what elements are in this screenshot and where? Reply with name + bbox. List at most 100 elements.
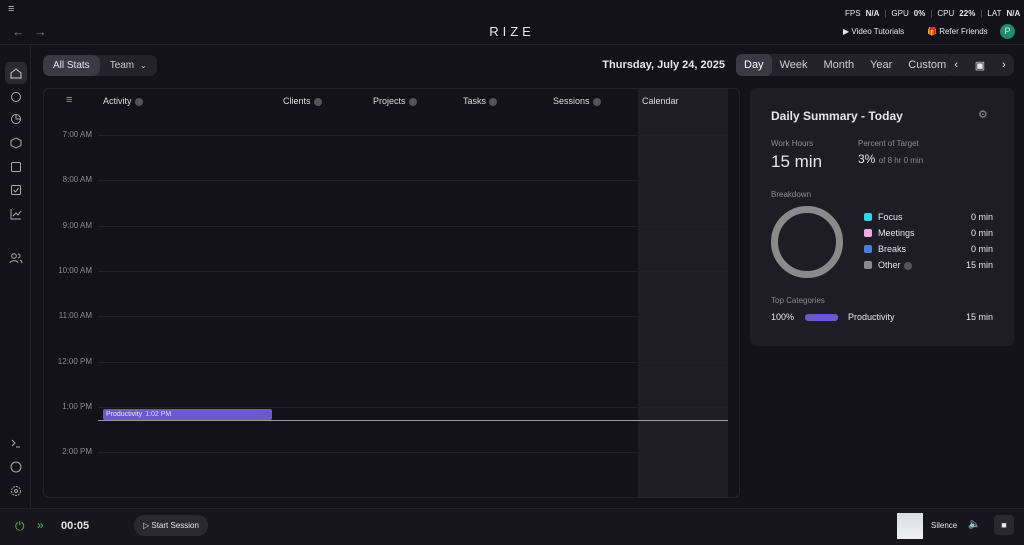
top-categories-label: Top Categories [771, 296, 825, 305]
legend-label: Other [878, 260, 901, 270]
info-icon [408, 97, 417, 106]
home-icon[interactable] [5, 62, 27, 84]
range-button[interactable]: Year [862, 54, 900, 76]
settings-icon[interactable] [8, 483, 24, 499]
work-hours: 15 min [771, 152, 823, 171]
task-icon[interactable] [8, 182, 24, 198]
skip-button[interactable]: » [37, 518, 44, 532]
grid-line [98, 225, 728, 227]
help-icon[interactable] [8, 459, 24, 475]
next-day[interactable]: › [1001, 59, 1006, 71]
column-header: Sessions [553, 96, 601, 106]
column-header: Tasks [463, 96, 498, 106]
sound-name: Silence [931, 521, 958, 530]
box-icon[interactable] [8, 135, 24, 151]
cpu: 22% [959, 9, 976, 18]
legend-name: Other [878, 260, 912, 270]
tab[interactable]: All Stats [43, 55, 100, 76]
avatar[interactable]: P [1000, 24, 1015, 39]
app-title: RIZE [489, 24, 535, 39]
cpu-label: CPU [937, 9, 955, 18]
terminal-icon[interactable] [8, 435, 24, 451]
time-label: 12:00 PM [57, 356, 92, 366]
range-label: Week [779, 59, 808, 71]
column-label: Activity [103, 96, 132, 106]
time-label: 7:00 AM [62, 130, 92, 139]
start-session-label: Start Session [151, 521, 199, 530]
info-icon [134, 97, 143, 106]
summary-settings[interactable]: ⚙ [978, 109, 988, 121]
power-button[interactable]: ⏻ [15, 519, 25, 533]
percent-note: of 8 hr 0 min [878, 156, 924, 165]
percent-row: 3% of 8 hr 0 min [858, 152, 923, 166]
time-label: 9:00 AM [62, 220, 92, 230]
chart-icon[interactable] [8, 206, 24, 222]
calendar-button[interactable]: ▣ [974, 59, 986, 72]
time-label: 2:00 PM [62, 447, 92, 457]
column-header: Projects [373, 96, 417, 106]
nav-forward[interactable]: → [34, 24, 47, 39]
activity-block[interactable]: Productivity 1:02 PM [103, 409, 272, 420]
column-header: Activity [103, 96, 143, 106]
range-group: Day Week Month Year Custom [736, 54, 955, 76]
range-button[interactable]: Month [815, 54, 862, 76]
divider [0, 44, 1024, 45]
pie-icon[interactable] [8, 111, 24, 127]
client-icon[interactable] [8, 159, 24, 175]
info-icon [592, 97, 601, 106]
column-label: Projects [373, 96, 406, 106]
activity-time: 1:02 PM [145, 411, 172, 418]
grid-line [98, 406, 728, 408]
calendar-column [638, 89, 728, 497]
lat-label: LAT [987, 9, 1002, 18]
time-label: 1:00 PM [62, 401, 92, 411]
sidebar [0, 45, 31, 508]
column-menu[interactable]: ≡ [66, 94, 73, 106]
fps-label: FPS [845, 9, 861, 18]
category-name: Productivity [848, 312, 895, 322]
video-tutorials[interactable]: ▶ Video Tutorials [843, 27, 905, 36]
menu[interactable]: ≡ [8, 3, 15, 15]
refer-friends-label: Refer Friends [939, 27, 988, 36]
tab-group: All Stats Team ⌄ [43, 55, 157, 76]
range-label: Year [870, 59, 893, 71]
gpu: 0% [913, 9, 926, 18]
category-percent: 100% [771, 312, 795, 322]
range-button[interactable]: Week [772, 54, 816, 76]
start-session-button[interactable]: ▷ Start Session [134, 515, 208, 536]
date: Thursday, July 24, 2025 [602, 59, 725, 71]
category-value: 15 min [965, 312, 993, 322]
time-label: 10:00 AM [58, 265, 92, 275]
grid-line [98, 180, 728, 182]
grid-line [98, 452, 728, 454]
column-label: Sessions [553, 96, 590, 106]
legend-value: 0 min [970, 212, 993, 222]
nav-back[interactable]: ← [12, 24, 25, 39]
legend-swatch [864, 229, 872, 237]
grid-line [98, 316, 728, 318]
summary-title: Daily Summary - Today [771, 109, 903, 123]
video-tutorials-label: Video Tutorials [851, 27, 905, 36]
column-label: Tasks [463, 96, 487, 106]
legend-label: Breaks [878, 244, 907, 254]
breakdown-label: Breakdown [771, 190, 812, 199]
percent-label: Percent of Target [858, 139, 919, 148]
activity-label: Productivity [106, 411, 143, 418]
time-label: 11:00 AM [58, 311, 92, 321]
legend-name: Breaks [878, 244, 906, 254]
range-button[interactable]: Custom [900, 54, 954, 76]
range-label: Day [744, 59, 764, 71]
prev-day[interactable]: ‹ [954, 59, 959, 71]
team-icon[interactable] [8, 250, 24, 266]
volume-button[interactable]: 🔈 [968, 519, 981, 530]
refer-friends[interactable]: 🎁 Refer Friends [927, 27, 988, 36]
legend-value: 15 min [965, 260, 993, 270]
chat-button[interactable]: ■ [994, 515, 1014, 535]
range-button[interactable]: Day [736, 54, 772, 76]
tab[interactable]: Team ⌄ [100, 55, 157, 76]
timer-icon[interactable] [8, 88, 24, 104]
legend-name: Focus [878, 212, 903, 222]
gpu-label: GPU [891, 9, 909, 18]
legend-value: 0 min [970, 228, 993, 238]
